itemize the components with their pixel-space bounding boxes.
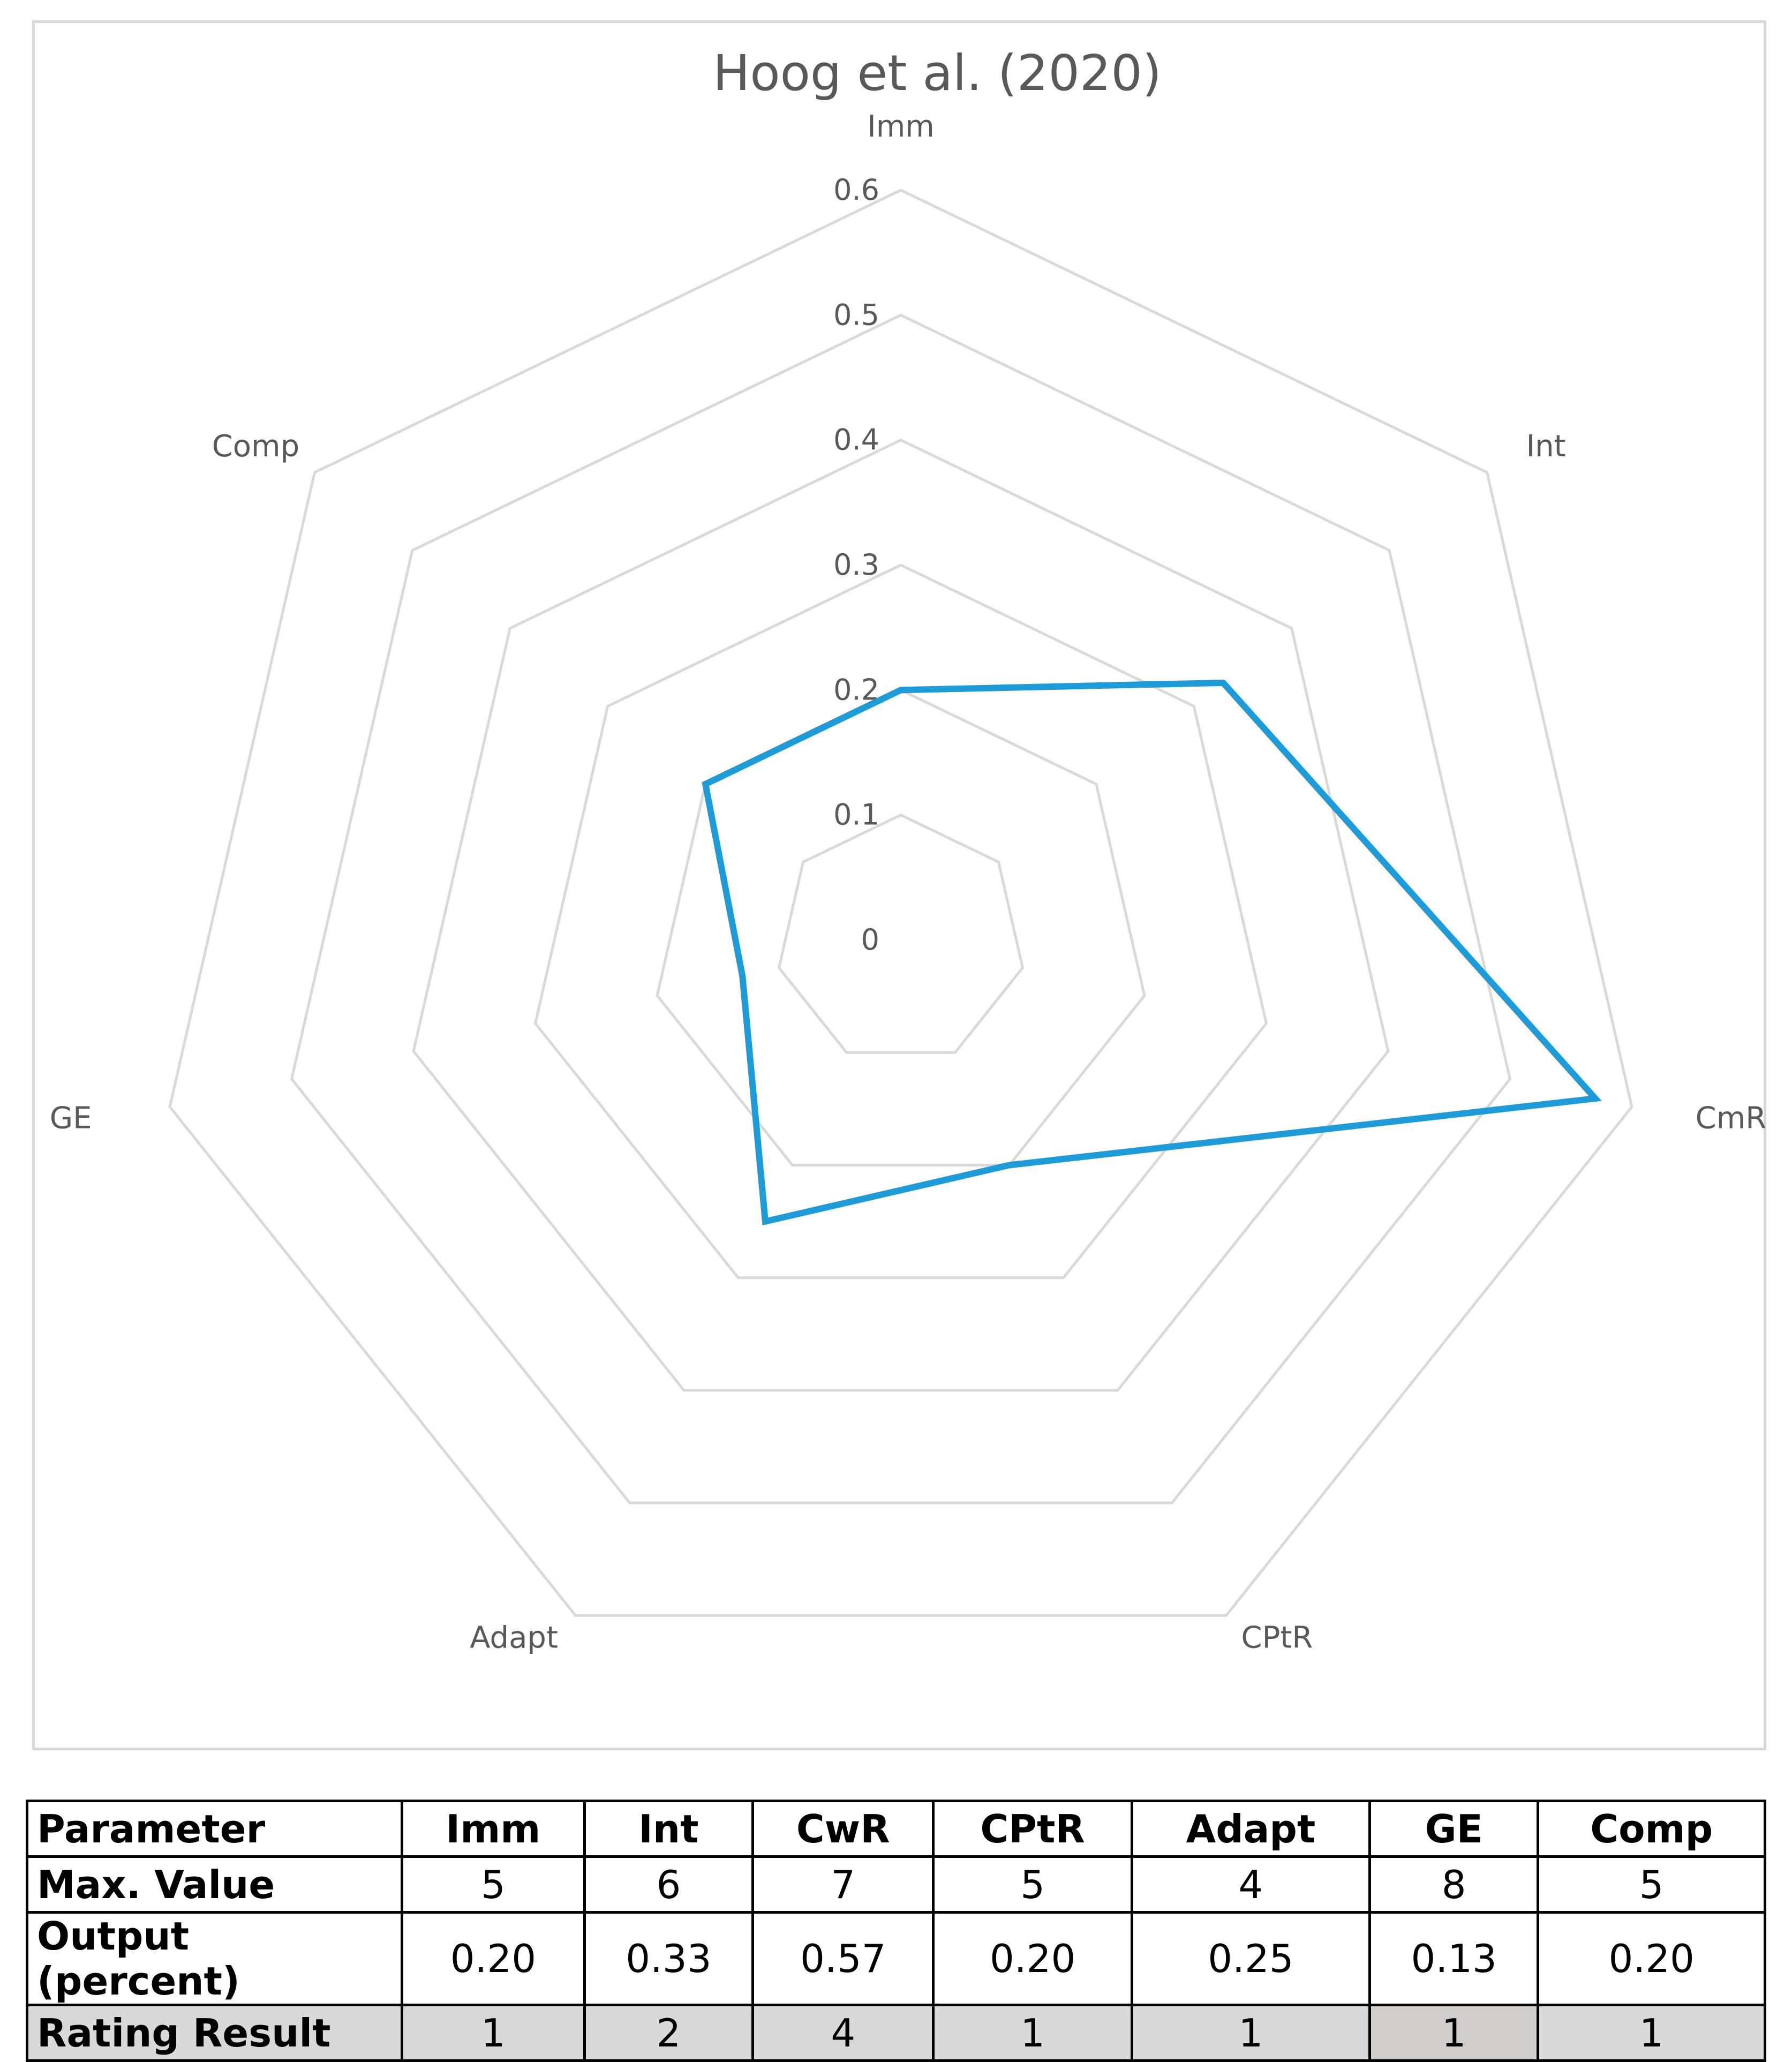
data-point (1594, 1097, 1596, 1099)
table-cell: 8 (1368, 1855, 1540, 1914)
data-point (764, 1221, 766, 1222)
chart-title: Hoog et al. (2020) (713, 44, 1162, 102)
data-point (900, 689, 901, 691)
table-cell: 4 (1130, 1855, 1372, 1914)
table-cell: 1 (1130, 2004, 1372, 2062)
table-cell: 4 (751, 2004, 935, 2062)
data-point (1008, 1164, 1010, 1166)
table-cell: 0.20 (932, 1911, 1133, 2006)
table-cell: 5 (401, 1855, 586, 1914)
data-point (1223, 682, 1224, 683)
axis-label: Adapt (470, 1620, 558, 1655)
grid-ring (412, 438, 1390, 1392)
axis-label: CmR (1696, 1101, 1767, 1136)
data-table: Parameter Imm Int CwR CPtR Adapt GE Comp… (26, 1800, 1766, 2062)
data-point (742, 975, 743, 977)
axis-label: GE (50, 1101, 92, 1136)
axis-label: Comp (212, 429, 299, 464)
table-header-cell: Imm (401, 1800, 586, 1858)
grid-ring (290, 313, 1512, 1504)
chart-frame: Hoog et al. (2020) 0 0.1 0.2 0.3 0.4 0.5 0.6 Imm… (32, 20, 1766, 1750)
table-header-cell: CwR (751, 1800, 935, 1858)
axis-label: Imm (867, 109, 935, 144)
axis-label: CPtR (1241, 1620, 1313, 1655)
table-cell: 1 (1368, 2004, 1540, 2062)
table-cell: 2 (583, 2004, 755, 2062)
table-header-cell: Int (583, 1800, 755, 1858)
tick-label: 0 (861, 923, 879, 957)
table-cell: 7 (751, 1855, 935, 1914)
grid-ring (656, 688, 1146, 1167)
table-cell: 0.20 (401, 1911, 586, 2006)
table-header-cell: GE (1368, 1800, 1540, 1858)
axis-label: Int (1526, 429, 1566, 464)
table-row-label: Max. Value (26, 1855, 403, 1914)
table-cell: 0.57 (751, 1911, 935, 2006)
table-header-cell: Parameter (26, 1800, 403, 1858)
table-header-cell: CPtR (932, 1800, 1133, 1858)
tick-label: 0.1 (833, 798, 879, 832)
radar-chart: Hoog et al. (2020)00.10.20.30.40.50.6Imm… (50, 44, 1767, 1655)
table-row-rating: Rating Result 1 2 4 1 1 1 1 (26, 2004, 1766, 2062)
table-cell: 0.25 (1130, 1911, 1372, 2006)
table-cell: 5 (1537, 1855, 1766, 1914)
table-cell: 0.20 (1537, 1911, 1766, 2006)
table-cell: 1 (1537, 2004, 1766, 2062)
table-cell: 0.13 (1368, 1911, 1540, 2006)
data-point (705, 784, 706, 785)
tick-label: 0.5 (833, 298, 879, 332)
table-row-label: Rating Result (26, 2004, 403, 2062)
table-cell: 5 (932, 1855, 1133, 1914)
table-row-output: Output (percent) 0.20 0.33 0.57 0.20 0.2… (26, 1911, 1766, 2006)
grid-ring (533, 563, 1268, 1280)
table-row-label: Output (percent) (26, 1911, 403, 2006)
tick-label: 0.3 (833, 548, 879, 582)
series-line (702, 679, 1602, 1225)
grid-ring (777, 813, 1025, 1054)
table-cell: 0.33 (583, 1911, 755, 2006)
table-cell: 1 (401, 2004, 586, 2062)
tick-label: 0.4 (833, 423, 879, 457)
table-header-cell: Comp (1537, 1800, 1766, 1858)
table-header-cell: Adapt (1130, 1800, 1372, 1858)
grid-ring (168, 189, 1633, 1617)
table-row-max-value: Max. Value 5 6 7 5 4 8 5 (26, 1855, 1766, 1914)
table-cell: 6 (583, 1855, 755, 1914)
table-cell: 1 (932, 2004, 1133, 2062)
tick-label: 0.6 (833, 173, 879, 207)
table-header-row: Parameter Imm Int CwR CPtR Adapt GE Comp (26, 1800, 1766, 1858)
